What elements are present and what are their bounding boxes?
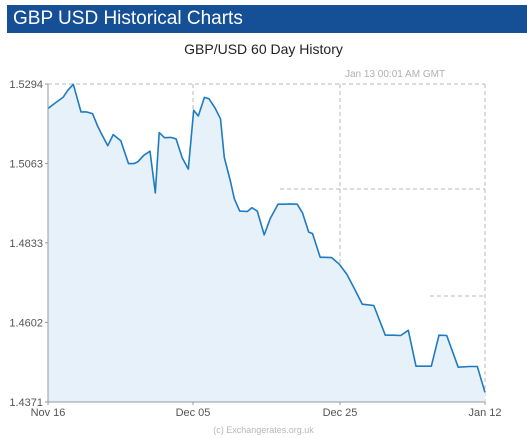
chart-timestamp: Jan 13 00:01 AM GMT	[345, 69, 446, 80]
chart-title: GBP/USD 60 Day History	[184, 41, 343, 57]
y-tick-label: 1.5294	[9, 79, 43, 91]
x-tick-label: Nov 16	[31, 407, 66, 419]
footer-copyright: (c) Exchangerates.org.uk	[213, 425, 314, 435]
series-area-fill	[48, 84, 485, 403]
y-tick-label: 1.5063	[9, 159, 43, 171]
header-bar: GBP USD Historical Charts	[7, 5, 527, 33]
series-line	[47, 83, 486, 393]
y-tick-label: 1.4371	[9, 397, 43, 409]
x-tick-label: Dec 05	[176, 407, 211, 419]
y-tick-label: 1.4602	[9, 317, 43, 329]
x-tick-label: Jan 12	[468, 407, 501, 419]
y-tick-label: 1.4833	[9, 238, 43, 250]
x-tick-label: Dec 25	[323, 407, 358, 419]
page-title: GBP USD Historical Charts	[13, 8, 243, 29]
